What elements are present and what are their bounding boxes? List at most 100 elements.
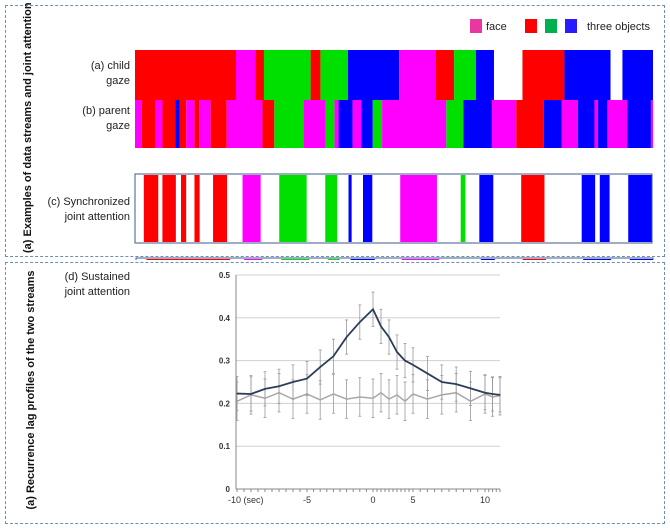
y-tick-label: 0.1 — [219, 442, 231, 451]
data-point — [455, 383, 457, 385]
parent-gaze-segment-face — [594, 100, 599, 148]
parent-gaze-segment-face — [382, 100, 447, 148]
parent-gaze-segment-red — [179, 100, 187, 148]
parent-gaze-segment-face — [607, 100, 628, 148]
data-point — [292, 381, 294, 383]
x-tick-label: 0 — [370, 495, 375, 505]
synchronized-segment-red — [213, 175, 228, 242]
parent-gaze-segment-blue — [598, 100, 608, 148]
synchronized-label: (c) Synchronized joint attention — [47, 196, 130, 223]
synchronized-segment-red — [181, 175, 187, 242]
child-gaze-segment-red — [255, 50, 264, 100]
data-point — [346, 398, 348, 400]
y-tick-label: 0.4 — [219, 314, 231, 323]
parent-gaze-segment-face — [135, 100, 142, 148]
synchronized-segment-blue — [628, 175, 652, 242]
parent-gaze-segment-face — [352, 100, 362, 148]
child-gaze-segment-blue — [622, 50, 653, 100]
parent-gaze-segment-green — [274, 100, 304, 148]
child-gaze-segment-green — [320, 50, 348, 100]
data-point — [319, 366, 321, 368]
child-gaze-segment-green — [454, 50, 476, 100]
synchronized-segment-red — [162, 175, 176, 242]
parent-gaze-segment-face — [561, 100, 578, 148]
parent-gaze-label: (b) parent gaze — [82, 105, 130, 132]
parent-gaze-segment-red — [194, 100, 200, 148]
parent-gaze-segment-face — [650, 100, 653, 148]
synchronized-segment-green — [460, 175, 466, 242]
legend-green-swatch — [545, 19, 557, 33]
data-point — [404, 400, 406, 402]
parent-gaze-segment-face — [491, 100, 517, 148]
sustained-segment-blue — [629, 259, 653, 260]
child-gaze-label: (a) child gaze — [90, 60, 130, 87]
synchronized-segment-red — [143, 175, 159, 242]
data-point — [380, 392, 382, 394]
y-tick-label: 0.3 — [219, 357, 231, 366]
x-tick-label: -5 — [303, 495, 311, 505]
legend-blue-swatch — [565, 19, 577, 33]
parent-gaze-segment-green — [446, 100, 464, 148]
synchronized-segment-red — [521, 175, 545, 242]
y-tick-label: 0.2 — [219, 399, 231, 408]
series-line-baseline — [236, 391, 501, 403]
child-gaze-segment-red — [522, 50, 565, 100]
parent-gaze-segment-blue — [543, 100, 562, 148]
legend-face-swatch — [470, 19, 482, 33]
sustained-segment-face — [401, 259, 439, 260]
sustained-segment-red — [522, 259, 546, 260]
child-gaze-segment-red — [135, 50, 237, 100]
parent-gaze-segment-red — [516, 100, 544, 148]
sustained-label: (d) Sustained joint attention — [64, 271, 130, 298]
data-point — [372, 397, 374, 399]
parent-gaze-segment-face — [303, 100, 326, 148]
parent-gaze-segment-red — [141, 100, 156, 148]
data-point — [236, 392, 238, 395]
y-tick-label: 0 — [226, 485, 231, 494]
synchronized-segment-green — [325, 175, 338, 242]
data-point — [278, 385, 280, 387]
data-point — [396, 394, 398, 396]
parent-gaze-segment-red — [262, 100, 275, 148]
x-tick-label: -10 (sec) — [228, 495, 264, 505]
data-point — [388, 336, 390, 338]
child-gaze-segment-red — [435, 50, 455, 100]
parent-gaze-segment-face — [199, 100, 211, 148]
x-tick-label: 10 — [480, 495, 490, 505]
parent-gaze-segment-blue — [463, 100, 492, 148]
y-tick-label: 0.5 — [219, 271, 231, 280]
series-line-joint-attention — [236, 307, 501, 396]
synchronized-segment-blue — [599, 175, 610, 242]
synchronized-segment-green — [279, 175, 307, 242]
sustained-segment-green — [327, 259, 340, 260]
parent-gaze-segment-blue — [338, 100, 353, 148]
data-point — [372, 308, 374, 310]
child-gaze-segment-green — [263, 50, 311, 100]
data-point — [346, 336, 348, 338]
parent-gaze-segment-blue — [175, 100, 180, 148]
parent-gaze-segment-green — [372, 100, 383, 148]
data-point — [380, 325, 382, 327]
sustained-segment-green — [281, 259, 310, 260]
parent-gaze-segment-blue — [577, 100, 595, 148]
data-point — [426, 372, 428, 375]
synchronized-segment-blue — [479, 175, 494, 242]
parent-gaze-segment-face — [186, 100, 195, 148]
legend-red-swatch — [525, 19, 537, 33]
child-gaze-segment-blue — [347, 50, 400, 100]
data-point — [396, 351, 398, 353]
data-point — [412, 393, 414, 395]
parent-gaze-segment-blue — [361, 100, 373, 148]
synchronized-segment-blue — [348, 175, 352, 242]
sync-box-border — [134, 173, 653, 244]
child-gaze-segment-blue — [475, 50, 494, 100]
data-point — [319, 399, 321, 401]
x-tick-label: 5 — [410, 495, 415, 505]
child-gaze-segment-blue — [564, 50, 611, 100]
legend-objects-label: three objects — [587, 21, 650, 33]
data-point — [470, 387, 472, 390]
synchronized-segment-face — [242, 175, 261, 242]
data-point — [359, 396, 361, 398]
